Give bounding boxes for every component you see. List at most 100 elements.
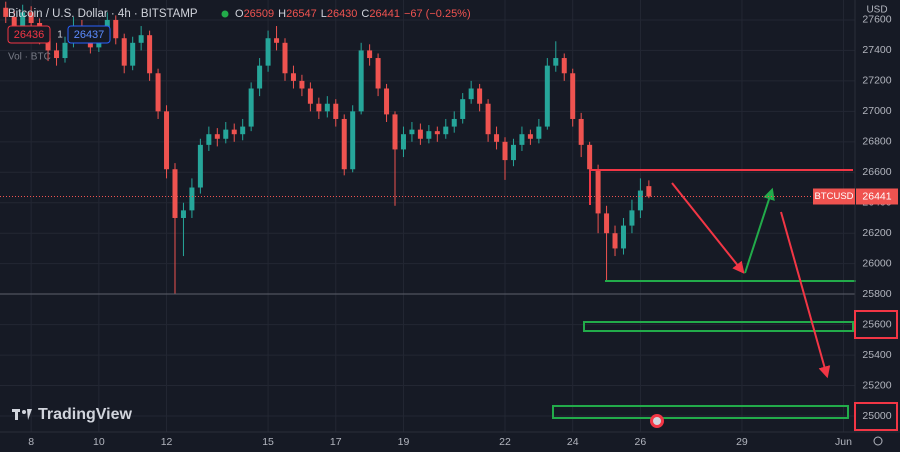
y-tick-label: 25800 — [862, 288, 891, 300]
buy-button[interactable] — [67, 25, 111, 44]
candle-body — [214, 134, 220, 139]
candle-body — [155, 73, 161, 112]
x-tick-label: 15 — [262, 436, 274, 448]
ohlc-legend: O26509 H26547 L26430 C26441 −67 (−0.25%) — [235, 8, 471, 20]
highlight-box — [854, 310, 898, 339]
candle-body — [324, 103, 330, 112]
candle-body — [248, 88, 254, 127]
candle-body — [290, 73, 296, 81]
candle-body — [443, 126, 449, 135]
ohlc-value: 26430 — [327, 8, 358, 20]
support-zone — [552, 405, 849, 419]
candle-body — [3, 7, 9, 17]
last-price-label: 26441 — [862, 190, 891, 202]
candle-body — [570, 73, 576, 119]
x-tick-label: 29 — [736, 436, 748, 448]
highlight-box — [854, 402, 898, 431]
logo — [27, 409, 32, 420]
candle-body — [502, 141, 508, 161]
candle-body — [231, 129, 237, 135]
candle-body — [629, 210, 635, 226]
candle-body — [646, 186, 652, 197]
x-tick-label: 12 — [161, 436, 173, 448]
candle-body — [223, 129, 229, 139]
y-tick-label: 27600 — [862, 14, 891, 26]
candle-body — [307, 88, 313, 104]
candle-body — [11, 16, 17, 27]
x-tick-label: 8 — [28, 436, 34, 448]
x-tick-label: Jun — [835, 436, 852, 448]
watermark-text: TradingView — [38, 406, 133, 423]
candle-body — [147, 35, 153, 74]
candle-body — [341, 118, 347, 170]
candle-body — [384, 88, 390, 115]
settings-icon[interactable] — [873, 436, 883, 446]
x-tick-label: 22 — [499, 436, 511, 448]
y-tick-label: 27400 — [862, 44, 891, 56]
y-tick-label: 25600 — [862, 318, 891, 330]
candle-body — [527, 134, 533, 139]
y-tick-label: 26000 — [862, 257, 891, 269]
y-axis-unit: USD — [866, 5, 887, 16]
candle-body — [299, 80, 305, 89]
bid-price[interactable]: 26436 — [14, 29, 45, 41]
candle-body — [519, 134, 525, 145]
candle-body — [45, 38, 51, 51]
candle-body — [477, 88, 483, 104]
candle-body — [121, 38, 127, 66]
candle-body — [375, 58, 381, 89]
candle-body — [553, 58, 559, 66]
candle-body — [604, 213, 610, 234]
grid — [0, 0, 855, 432]
ohlc-letter: H — [278, 8, 286, 20]
candle-body — [409, 129, 415, 135]
symbol-tag — [813, 188, 855, 205]
watermark: TradingView — [12, 406, 133, 423]
candle-body — [197, 144, 203, 188]
chart-title: Bitcoin / U.S. Dollar · 4h · BITSTAMP — [8, 8, 198, 20]
candle-body — [460, 99, 466, 119]
y-tick-label: 25000 — [862, 410, 891, 422]
candle-body — [485, 103, 491, 135]
ohlc-value: 26441 — [369, 8, 400, 20]
candle-body — [333, 103, 339, 119]
x-tick-label: 26 — [635, 436, 647, 448]
logo — [15, 409, 18, 420]
x-tick-label: 19 — [398, 436, 410, 448]
y-tick-label: 26600 — [862, 166, 891, 178]
ask-price[interactable]: 26437 — [74, 29, 105, 41]
status-dot — [221, 10, 229, 18]
volume-label: Vol · BTC — [8, 52, 51, 63]
logo — [22, 410, 26, 414]
candle-body — [434, 131, 440, 135]
candle-body — [274, 38, 280, 43]
candle-body — [468, 88, 474, 100]
candle-body — [189, 187, 195, 211]
arrow — [780, 211, 831, 379]
candle-body — [62, 42, 68, 59]
ohlc-value: 26509 — [244, 8, 275, 20]
sell-button[interactable] — [7, 25, 51, 44]
axis-labels: 2760027400272002700026800266002640026200… — [28, 14, 892, 448]
candle-body — [316, 103, 322, 112]
candle-body — [180, 210, 186, 218]
candles — [3, 1, 652, 295]
y-tick-label: 27000 — [862, 105, 891, 117]
candle-body — [637, 190, 643, 211]
ohlc-value: 26547 — [286, 8, 317, 20]
candle-body — [138, 35, 144, 43]
arrow — [671, 182, 745, 274]
symbol-label: BTCUSD — [814, 191, 853, 202]
y-tick-label: 25200 — [862, 379, 891, 391]
candle-body — [367, 50, 373, 59]
candle-body — [451, 118, 457, 127]
support-zone — [583, 321, 854, 332]
event-icon[interactable] — [653, 417, 661, 425]
y-tick-label: 25400 — [862, 349, 891, 361]
price-tag — [856, 188, 898, 205]
candle-body — [113, 19, 119, 39]
candle-body — [494, 134, 500, 142]
ohlc-letter: L — [321, 8, 327, 20]
